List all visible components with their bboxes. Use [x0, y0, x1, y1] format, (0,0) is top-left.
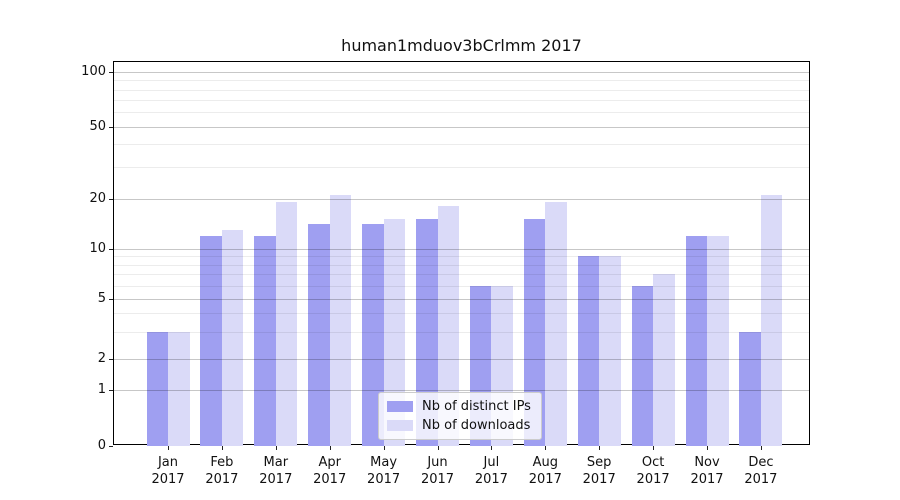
- y-tick-label-5: 5: [97, 290, 106, 306]
- x-tick-mark-feb: [221, 446, 223, 450]
- bar-jun-downloads: [437, 206, 459, 446]
- bar-jan-distinct-ips: [146, 332, 168, 446]
- bar-apr-downloads: [329, 194, 352, 446]
- minor-gridline-4: [114, 313, 809, 315]
- major-gridline-5: [114, 298, 809, 300]
- plot-area: 0 1 2 5 10 20 50 100 Jan 2017 Feb 2017 Mar 2017 Apr 201…: [81, 61, 810, 487]
- bar-jun-distinct-ips: [416, 219, 438, 446]
- minor-gridline-70: [114, 100, 809, 102]
- x-tick-label-sep: Sep 2017: [582, 455, 616, 487]
- legend: Nb of distinct IPs Nb of downloads: [378, 392, 542, 440]
- bar-may-distinct-ips: [362, 224, 384, 446]
- x-tick-label-mar: Mar 2017: [259, 455, 293, 487]
- x-tick-label-jan: Jan 2017: [151, 455, 185, 487]
- bar-may-downloads: [383, 219, 406, 446]
- y-tick-mark-5: [109, 298, 113, 300]
- bar-aug-distinct-ips: [523, 219, 546, 446]
- chart-title: human1mduov3bCrlmm 2017: [341, 36, 582, 55]
- bar-feb-distinct-ips: [200, 235, 222, 446]
- x-tick-mark-may: [383, 446, 385, 450]
- minor-gridline-6: [114, 285, 809, 287]
- x-tick-label-aug: Aug 2017: [528, 455, 562, 487]
- y-tick-mark-20: [109, 198, 113, 200]
- major-gridline-50: [114, 127, 809, 128]
- bar-aug-downloads: [545, 202, 567, 446]
- y-tick-mark-2: [109, 358, 113, 360]
- y-tick-label-1: 1: [97, 381, 106, 397]
- x-tick-mark-sep: [599, 446, 601, 450]
- x-tick-mark-oct: [653, 446, 655, 450]
- legend-swatch-distinct-ips: [387, 401, 413, 412]
- y-tick-label-20: 20: [89, 190, 106, 206]
- bar-mar-downloads: [275, 202, 298, 446]
- x-tick-mark-jan: [168, 446, 169, 450]
- bar-nov-distinct-ips: [685, 235, 707, 446]
- x-tick-label-jul: Jul 2017: [474, 455, 508, 487]
- x-tick-mark-nov: [707, 446, 708, 450]
- x-tick-label-may: May 2017: [367, 455, 401, 487]
- bar-dec-downloads: [760, 194, 783, 446]
- minor-gridline-90: [114, 80, 809, 82]
- gridlines-layer: [114, 62, 809, 444]
- bar-mar-distinct-ips: [254, 235, 276, 446]
- x-tick-mark-apr: [329, 446, 331, 450]
- minor-gridline-9: [114, 256, 809, 258]
- minor-gridline-80: [114, 89, 809, 91]
- major-gridline-10: [114, 248, 809, 250]
- legend-label-distinct-ips: Nb of distinct IPs: [422, 399, 531, 414]
- minor-gridline-7: [114, 274, 809, 276]
- x-tick-label-oct: Oct 2017: [636, 455, 670, 487]
- legend-label-downloads: Nb of downloads: [422, 418, 531, 433]
- x-tick-label-apr: Apr 2017: [313, 455, 347, 487]
- y-tick-label-100: 100: [81, 63, 106, 79]
- legend-item-downloads: Nb of downloads: [387, 418, 531, 433]
- x-tick-label-feb: Feb 2017: [205, 455, 239, 487]
- y-tick-mark-100: [109, 71, 113, 73]
- minor-gridline-40: [114, 144, 809, 146]
- bar-sep-downloads: [599, 256, 621, 446]
- major-gridline-2: [114, 358, 809, 360]
- y-tick-mark-0: [109, 446, 113, 447]
- x-tick-label-jun: Jun 2017: [420, 455, 455, 487]
- y-tick-label-10: 10: [89, 240, 106, 256]
- minor-gridline-30: [114, 166, 809, 168]
- x-tick-label-nov: Nov 2017: [690, 455, 724, 487]
- y-tick-mark-1: [109, 389, 113, 391]
- y-tick-mark-10: [109, 248, 113, 250]
- y-tick-label-50: 50: [89, 119, 106, 134]
- x-tick-mark-jul: [491, 446, 493, 450]
- legend-swatch-downloads: [387, 420, 413, 431]
- bar-dec-distinct-ips: [739, 332, 761, 446]
- x-tick-mark-mar: [275, 446, 277, 450]
- major-gridline-1: [114, 389, 809, 391]
- bar-oct-distinct-ips: [631, 285, 654, 446]
- bar-feb-downloads: [221, 229, 244, 446]
- y-tick-mark-50: [109, 127, 113, 128]
- bar-jan-downloads: [168, 332, 190, 446]
- bar-apr-distinct-ips: [308, 224, 330, 446]
- bar-oct-downloads: [653, 274, 675, 446]
- x-tick-mark-aug: [545, 446, 547, 450]
- y-tick-label-2: 2: [97, 350, 106, 366]
- minor-gridline-60: [114, 112, 809, 114]
- legend-item-distinct-ips: Nb of distinct IPs: [387, 399, 531, 414]
- y-tick-label-0: 0: [97, 438, 106, 453]
- major-gridline-20: [114, 198, 809, 200]
- x-tick-mark-dec: [760, 446, 762, 450]
- bar-sep-distinct-ips: [577, 256, 600, 446]
- bar-nov-downloads: [707, 235, 729, 446]
- major-gridline-100: [114, 71, 809, 73]
- x-tick-mark-jun: [437, 446, 439, 450]
- minor-gridline-8: [114, 264, 809, 266]
- axes-layer: 0 1 2 5 10 20 50 100 Jan 2017 Feb 2017 Mar 2017 Apr 201…: [81, 62, 809, 487]
- minor-gridline-3: [114, 332, 809, 334]
- x-tick-label-dec: Dec 2017: [744, 455, 778, 487]
